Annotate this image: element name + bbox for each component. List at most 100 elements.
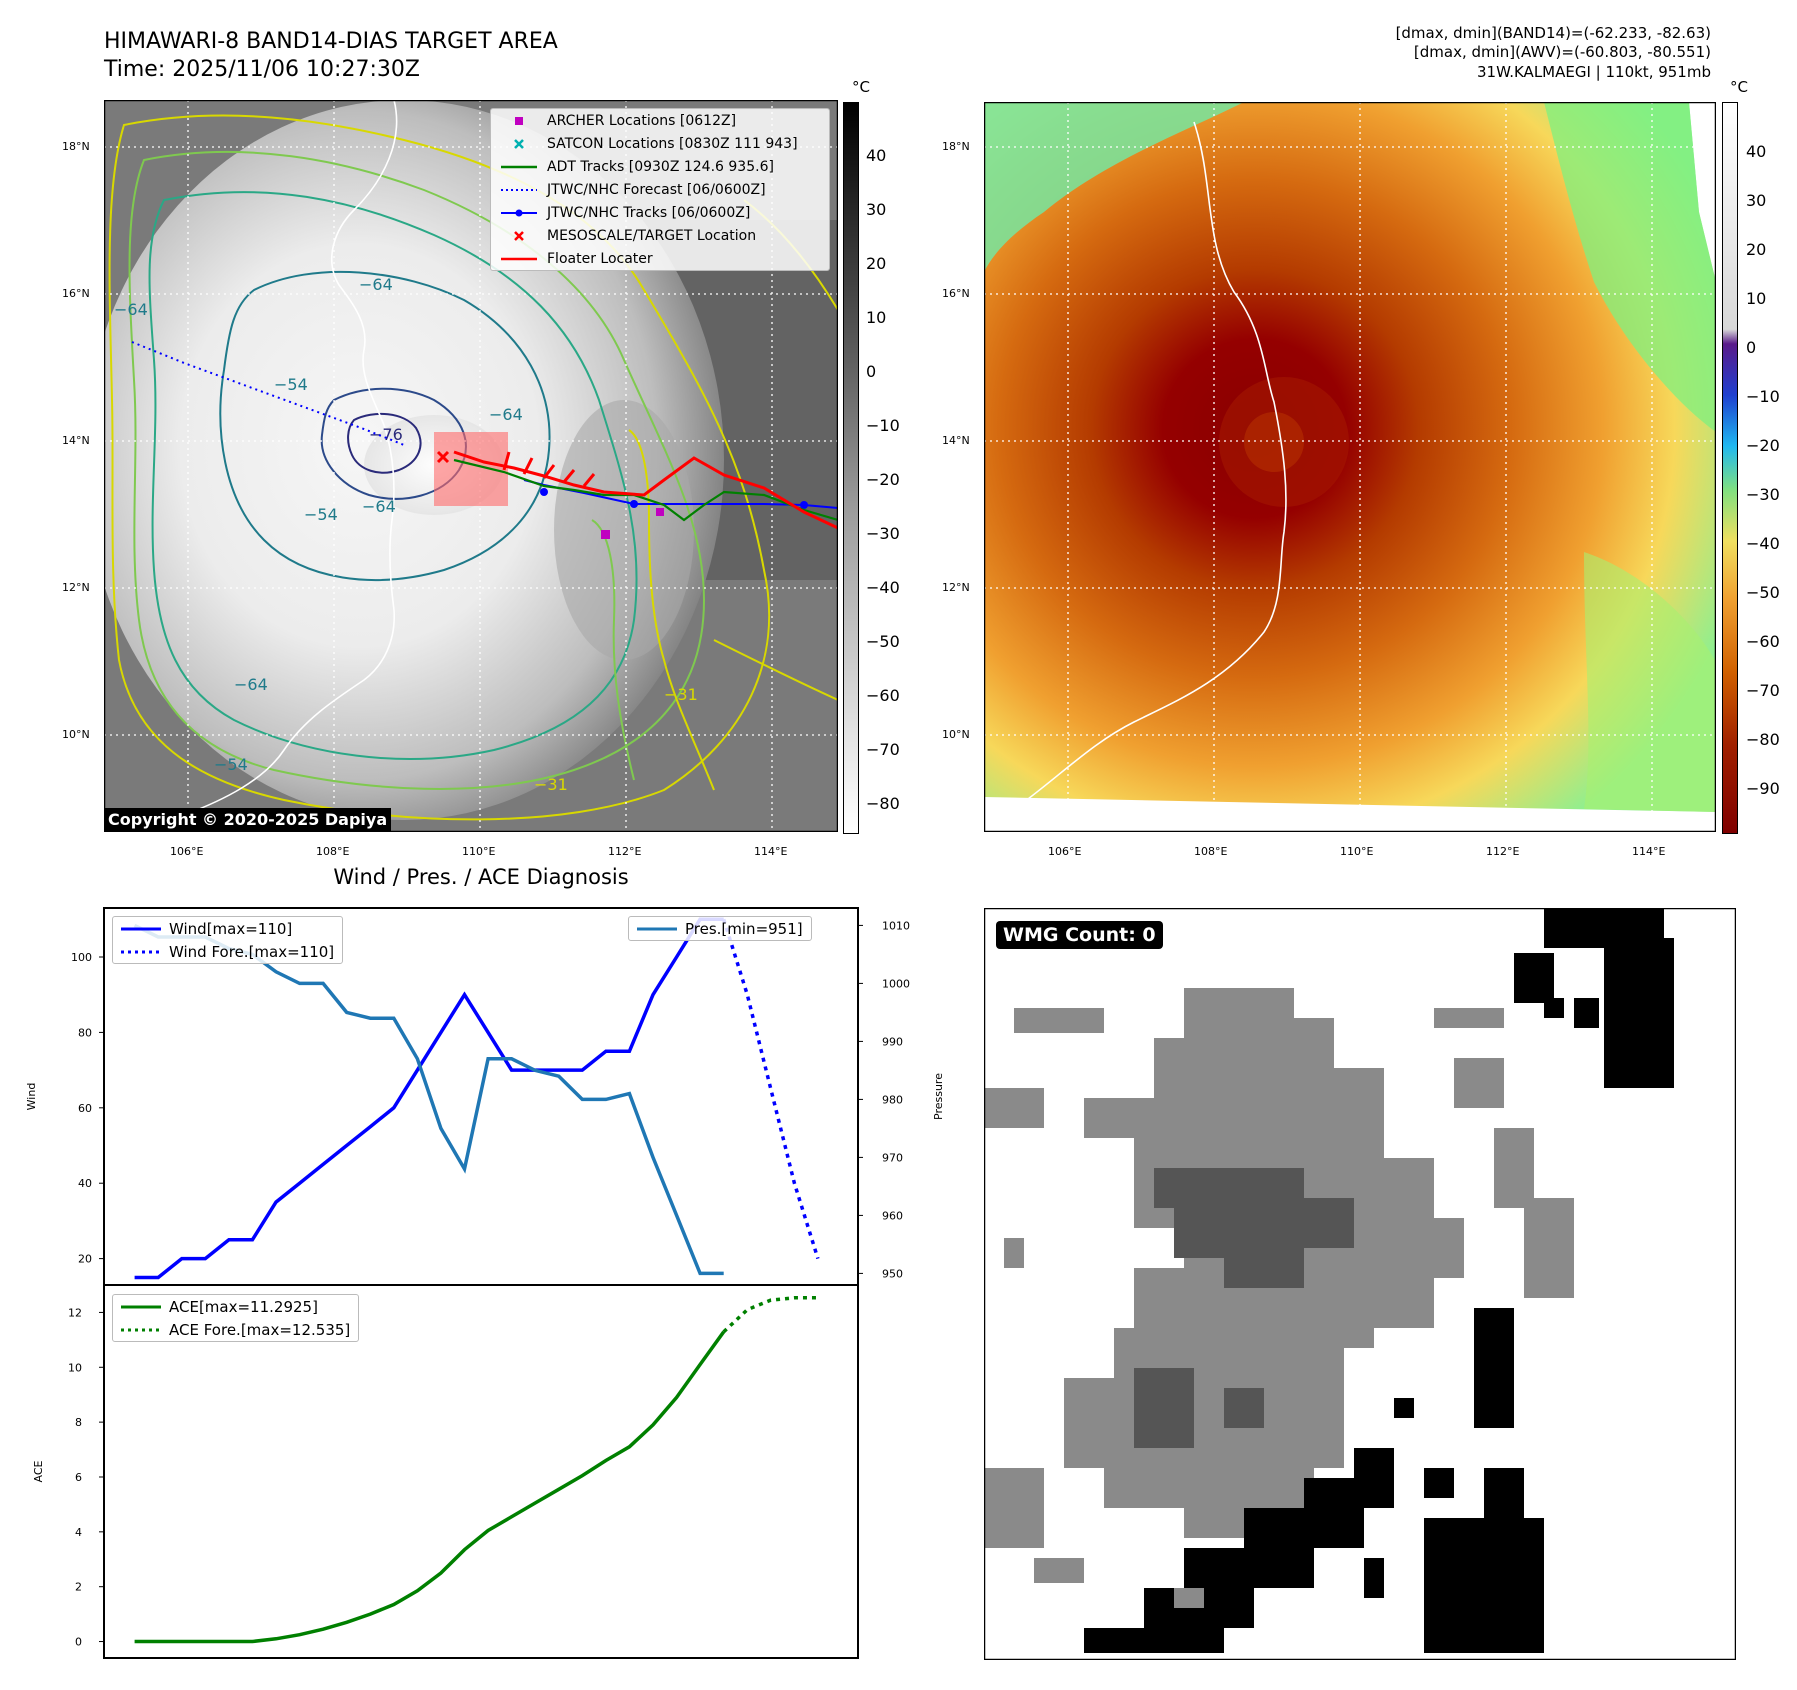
colorbar-tick: −50 <box>1746 583 1780 602</box>
y-tick-label: 8 <box>75 1416 82 1429</box>
legend-item-wind: Wind[max=110] <box>113 917 342 940</box>
pressure-legend: Pres.[min=951] <box>628 916 812 941</box>
figure-title-line1: HIMAWARI-8 BAND14-DIAS TARGET AREA <box>104 29 558 54</box>
y-tick-label: 6 <box>75 1471 82 1484</box>
legend-label: ADT Tracks [0930Z 124.6 935.6] <box>547 158 774 175</box>
dotted-line-icon <box>499 187 539 193</box>
wind-axis-label: Wind <box>25 1083 38 1111</box>
colorbar-tick: 20 <box>1746 240 1767 259</box>
x-marker-icon <box>499 138 539 150</box>
eye <box>1244 412 1304 472</box>
contour-label: −54 <box>214 755 248 774</box>
wmg-grid-panel <box>984 908 1736 1660</box>
wmg-black-cell <box>1574 998 1599 1028</box>
contour-label: −64 <box>359 275 393 294</box>
wmg-black-cells <box>1084 908 1674 1653</box>
wmg-black-cell <box>1394 1398 1414 1418</box>
wmg-dark-gray-cell <box>1134 1368 1194 1448</box>
wmg-black-mass <box>1084 1448 1394 1653</box>
colorbar-tick: −30 <box>866 524 900 543</box>
line-icon <box>121 1304 161 1310</box>
series-line-acemax <box>134 1330 726 1644</box>
lat-tick: 14°N <box>62 434 90 447</box>
lon-tick: 106°E <box>1048 845 1082 858</box>
lat-tick: 16°N <box>62 287 90 300</box>
line-dot-icon <box>499 209 539 217</box>
legend-label: SATCON Locations [0830Z 111 943] <box>547 135 798 152</box>
lat-tick: 12°N <box>942 581 970 594</box>
contour-label: −31 <box>664 685 698 704</box>
legend-item-mesoscale: MESOSCALE/TARGET Location <box>491 224 829 247</box>
colorbar-tick: −40 <box>1746 534 1780 553</box>
lon-tick: 110°E <box>462 845 496 858</box>
legend-item-jtwc-tracks: JTWC/NHC Tracks [06/0600Z] <box>491 201 829 224</box>
wmg-black-cell <box>1364 1558 1384 1598</box>
legend-item-ace: ACE[max=11.2925] <box>113 1295 358 1318</box>
wmg-black-cell <box>1424 1468 1454 1498</box>
colorbar-tick: 30 <box>866 200 887 219</box>
lat-tick: 12°N <box>62 581 90 594</box>
copyright-label: Copyright © 2020-2025 Dapiya <box>104 808 392 831</box>
colorbar-tick: 20 <box>866 254 887 273</box>
contour-labels: −64 −64 −64 −64 −64 −54 −54 −54 −76 −31 … <box>114 275 698 794</box>
target-area-box <box>434 432 508 506</box>
legend-label: MESOSCALE/TARGET Location <box>547 227 757 244</box>
lat-tick: 10°N <box>942 728 970 741</box>
contour-band-green <box>591 519 635 781</box>
map-frame <box>984 102 1716 832</box>
y-right-tick-label: 1010 <box>882 919 910 932</box>
wmg-black-cell <box>1544 998 1564 1018</box>
legend-item-satcon: SATCON Locations [0830Z 111 943] <box>491 132 829 155</box>
lon-tick: 108°E <box>316 845 350 858</box>
colorbar-tick: −80 <box>866 794 900 813</box>
square-marker-icon <box>499 115 539 127</box>
coastline <box>1023 121 1287 803</box>
y-tick-label: 20 <box>78 1253 92 1266</box>
legend-item-pressure: Pres.[min=951] <box>629 917 811 940</box>
wmg-gray-inner <box>1174 1588 1204 1608</box>
wmg-dark-gray-cells <box>1134 1168 1354 1448</box>
awv-enhanced-map <box>984 102 1716 832</box>
colorbar-tick: −40 <box>866 578 900 597</box>
lat-tick: 18°N <box>62 140 90 153</box>
wmg-count-badge: WMG Count: 0 <box>996 921 1163 949</box>
contour-core <box>347 412 422 474</box>
floater-locater-track <box>453 450 838 530</box>
coastline <box>143 100 398 832</box>
ace-legend: ACE[max=11.2925] ACE Fore.[max=12.535] <box>112 1294 360 1342</box>
y-tick-label: 60 <box>78 1102 92 1115</box>
line-icon <box>499 164 539 170</box>
legend-label: JTWC/NHC Forecast [06/0600Z] <box>547 181 766 198</box>
jtwc-forecast-track <box>131 341 405 446</box>
contour-green <box>128 150 706 790</box>
contour-label: −54 <box>304 505 338 524</box>
colorbar-tick: −50 <box>866 632 900 651</box>
wmg-gray-cell <box>1434 1008 1504 1028</box>
stats-line3: 31W.KALMAEGI | 110kt, 951mb <box>1477 63 1711 81</box>
y-right-tick-label: 970 <box>882 1151 903 1164</box>
legend-label: ACE Fore.[max=12.535] <box>169 1320 351 1339</box>
lon-tick: 114°E <box>754 845 788 858</box>
colorbar-tick: 0 <box>1746 338 1757 357</box>
colorbar-tick: −60 <box>866 686 900 705</box>
wmg-gray-cell <box>1004 1238 1024 1268</box>
colorbar-unit: °C <box>1730 78 1748 96</box>
colorbar-tick: −20 <box>1746 436 1780 455</box>
storm-imagery <box>984 102 1716 812</box>
figure-title-line2: Time: 2025/11/06 10:27:30Z <box>104 57 420 82</box>
wmg-gray-cell <box>984 1088 1044 1128</box>
pressure-axis-label: Pressure <box>932 1073 945 1120</box>
contour-dark-teal <box>219 270 551 581</box>
legend-label: Wind[max=110] <box>169 919 293 938</box>
wmg-black-cell <box>1604 938 1674 1088</box>
contour-inner <box>320 387 467 500</box>
wind-pressure-chart: 20 40 60 80 100 950 960 970 980 990 1000 1010 Wind Pr… <box>25 907 945 1286</box>
y-tick-label: 2 <box>75 1581 82 1594</box>
colorbar-unit: °C <box>852 78 870 96</box>
colorbar-tick: 10 <box>866 308 887 327</box>
lon-tick: 110°E <box>1340 845 1374 858</box>
wmg-gray-cell <box>1494 1128 1534 1208</box>
jtwc-track-points <box>540 488 808 509</box>
wmg-gray-cell <box>984 1468 1044 1548</box>
line-icon <box>499 256 539 262</box>
